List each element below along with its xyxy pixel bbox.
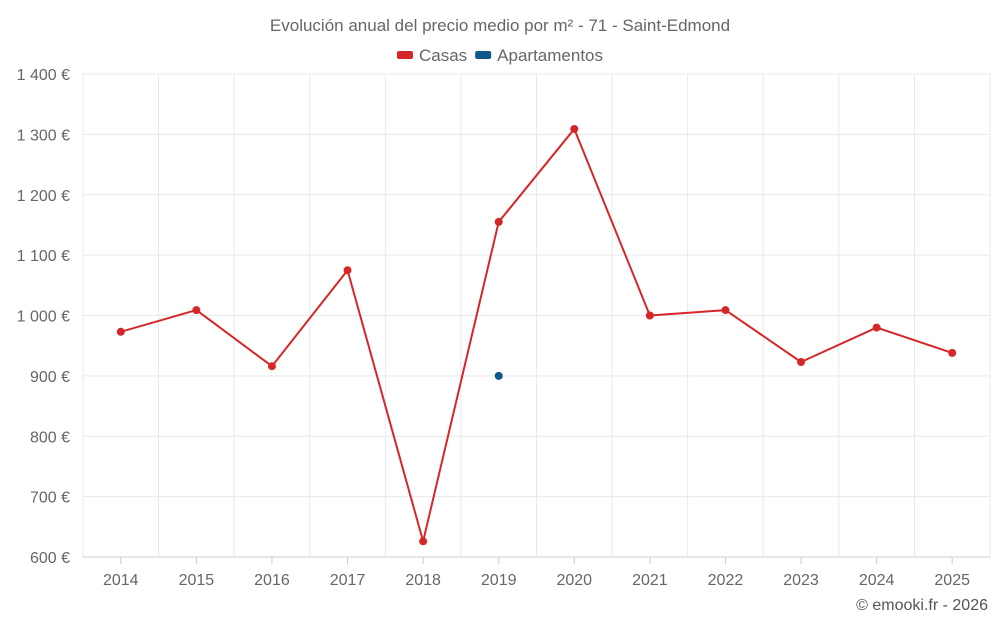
x-tick-label: 2022: [708, 572, 744, 589]
data-point-casas[interactable]: [645, 311, 654, 320]
x-tick-label: 2014: [103, 572, 139, 589]
legend-label: Casas: [419, 46, 467, 65]
data-point-casas[interactable]: [721, 306, 730, 315]
y-tick-label: 1 200 €: [17, 188, 70, 205]
chart-title: Evolución anual del precio medio por m² …: [270, 16, 730, 35]
data-point-casas[interactable]: [797, 357, 806, 366]
series-layer: [116, 124, 957, 546]
x-tick-label: 2019: [481, 572, 517, 589]
legend-item-casas[interactable]: Casas: [396, 46, 467, 65]
x-tick-label: 2017: [330, 572, 366, 589]
series-apartamentos: [494, 371, 503, 380]
data-point-casas[interactable]: [872, 323, 881, 332]
x-tick-label: 2015: [179, 572, 215, 589]
x-tick-label: 2023: [783, 572, 819, 589]
legend-swatch: [475, 51, 492, 59]
x-tick-label: 2018: [405, 572, 441, 589]
data-point-casas[interactable]: [494, 217, 503, 226]
data-point-casas[interactable]: [343, 266, 352, 275]
data-point-casas[interactable]: [192, 306, 201, 315]
grid: [82, 73, 991, 557]
credit-text: © emooki.fr - 2026: [856, 597, 988, 614]
legend-label: Apartamentos: [497, 46, 603, 65]
legend-item-apartamentos[interactable]: Apartamentos: [475, 46, 603, 65]
y-tick-label: 1 000 €: [17, 309, 70, 326]
data-point-casas[interactable]: [116, 327, 125, 336]
y-tick-label: 1 400 €: [17, 67, 70, 84]
data-point-casas[interactable]: [267, 362, 276, 371]
y-tick-label: 900 €: [30, 369, 70, 386]
x-tick-label: 2016: [254, 572, 290, 589]
x-tick-label: 2020: [556, 572, 592, 589]
legend-swatch: [396, 51, 413, 59]
data-point-casas[interactable]: [570, 124, 579, 133]
series-casas: [116, 124, 957, 546]
x-tick-label: 2025: [934, 572, 970, 589]
axes: 600 € 700 € 800 € 900 € 1 000 € 1 100 € 1 200 …: [17, 67, 990, 589]
x-tick-label: 2021: [632, 572, 668, 589]
y-tick-label: 800 €: [30, 429, 70, 446]
y-tick-label: 1 300 €: [17, 127, 70, 144]
y-tick-label: 1 100 €: [17, 248, 70, 265]
y-tick-label: 700 €: [30, 490, 70, 507]
data-point-casas[interactable]: [419, 537, 428, 546]
data-point-apartamentos[interactable]: [494, 371, 503, 380]
x-tick-label: 2024: [859, 572, 895, 589]
y-tick-label: 600 €: [30, 550, 70, 567]
legend: Casas Apartamentos: [396, 46, 603, 65]
series-line-casas: [120, 127, 953, 543]
data-point-casas[interactable]: [948, 348, 957, 357]
